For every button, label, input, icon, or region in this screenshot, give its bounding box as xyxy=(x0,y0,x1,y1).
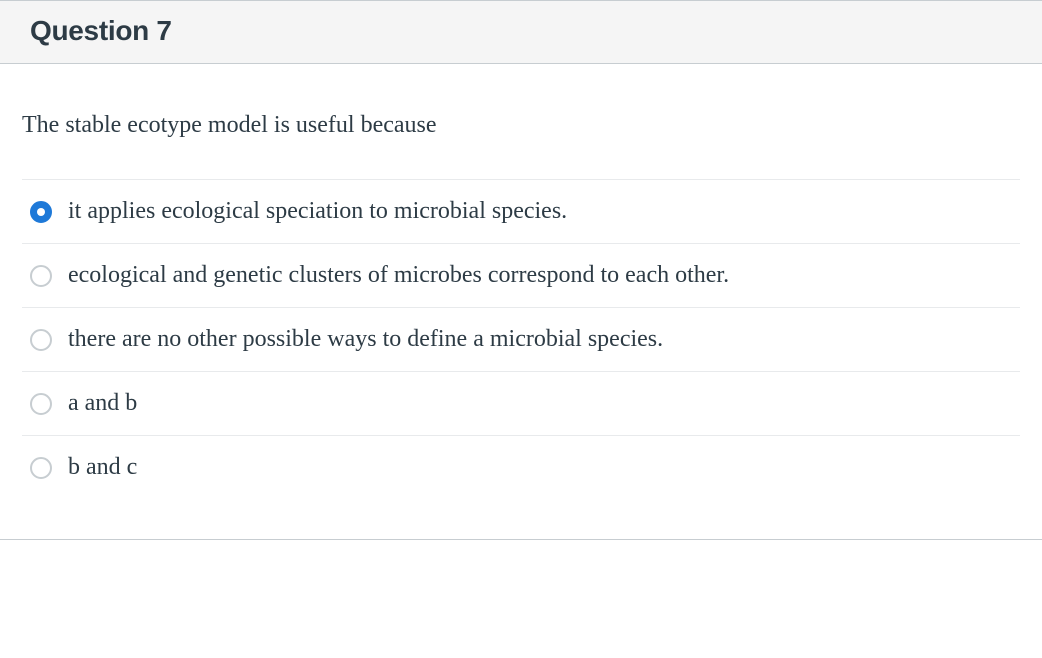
option-label: ecological and genetic clusters of micro… xyxy=(68,262,729,289)
option-row[interactable]: it applies ecological speciation to micr… xyxy=(22,180,1020,244)
radio-icon[interactable] xyxy=(30,393,52,415)
question-body: The stable ecotype model is useful becau… xyxy=(0,64,1042,539)
question-title: Question 7 xyxy=(30,15,1012,47)
option-label: there are no other possible ways to defi… xyxy=(68,326,663,353)
radio-icon[interactable] xyxy=(30,329,52,351)
option-row[interactable]: b and c xyxy=(22,436,1020,499)
options-group: it applies ecological speciation to micr… xyxy=(22,179,1020,499)
option-label: b and c xyxy=(68,454,137,481)
option-label: a and b xyxy=(68,390,137,417)
radio-icon[interactable] xyxy=(30,201,52,223)
question-header: Question 7 xyxy=(0,1,1042,64)
option-row[interactable]: ecological and genetic clusters of micro… xyxy=(22,244,1020,308)
radio-icon[interactable] xyxy=(30,457,52,479)
question-prompt: The stable ecotype model is useful becau… xyxy=(22,112,1020,139)
option-row[interactable]: there are no other possible ways to defi… xyxy=(22,308,1020,372)
question-container: Question 7 The stable ecotype model is u… xyxy=(0,0,1042,540)
radio-icon[interactable] xyxy=(30,265,52,287)
option-label: it applies ecological speciation to micr… xyxy=(68,198,567,225)
option-row[interactable]: a and b xyxy=(22,372,1020,436)
